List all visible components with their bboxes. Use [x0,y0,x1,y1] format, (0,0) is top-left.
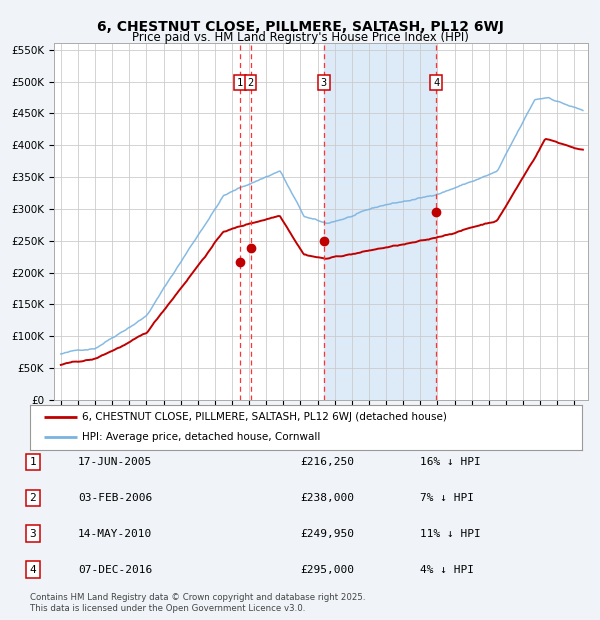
Text: 7% ↓ HPI: 7% ↓ HPI [420,493,474,503]
Text: 6, CHESTNUT CLOSE, PILLMERE, SALTASH, PL12 6WJ: 6, CHESTNUT CLOSE, PILLMERE, SALTASH, PL… [97,20,503,34]
Text: 14-MAY-2010: 14-MAY-2010 [78,529,152,539]
Text: 3: 3 [321,78,327,88]
Text: 4: 4 [29,565,37,575]
Text: 2: 2 [29,493,37,503]
Text: 16% ↓ HPI: 16% ↓ HPI [420,457,481,467]
Text: 17-JUN-2005: 17-JUN-2005 [78,457,152,467]
Text: 1: 1 [29,457,37,467]
Text: 4% ↓ HPI: 4% ↓ HPI [420,565,474,575]
Text: £249,950: £249,950 [300,529,354,539]
Text: HPI: Average price, detached house, Cornwall: HPI: Average price, detached house, Corn… [82,432,321,443]
Text: Contains HM Land Registry data © Crown copyright and database right 2025.
This d: Contains HM Land Registry data © Crown c… [30,593,365,613]
Text: Price paid vs. HM Land Registry's House Price Index (HPI): Price paid vs. HM Land Registry's House … [131,31,469,44]
Text: 07-DEC-2016: 07-DEC-2016 [78,565,152,575]
Text: 1: 1 [237,78,243,88]
Text: 3: 3 [29,529,37,539]
Text: £238,000: £238,000 [300,493,354,503]
Text: £295,000: £295,000 [300,565,354,575]
Text: £216,250: £216,250 [300,457,354,467]
Bar [324,43,436,400]
Text: 03-FEB-2006: 03-FEB-2006 [78,493,152,503]
Text: 6, CHESTNUT CLOSE, PILLMERE, SALTASH, PL12 6WJ (detached house): 6, CHESTNUT CLOSE, PILLMERE, SALTASH, PL… [82,412,448,422]
Text: 11% ↓ HPI: 11% ↓ HPI [420,529,481,539]
Text: 2: 2 [248,78,254,88]
Text: 4: 4 [433,78,439,88]
